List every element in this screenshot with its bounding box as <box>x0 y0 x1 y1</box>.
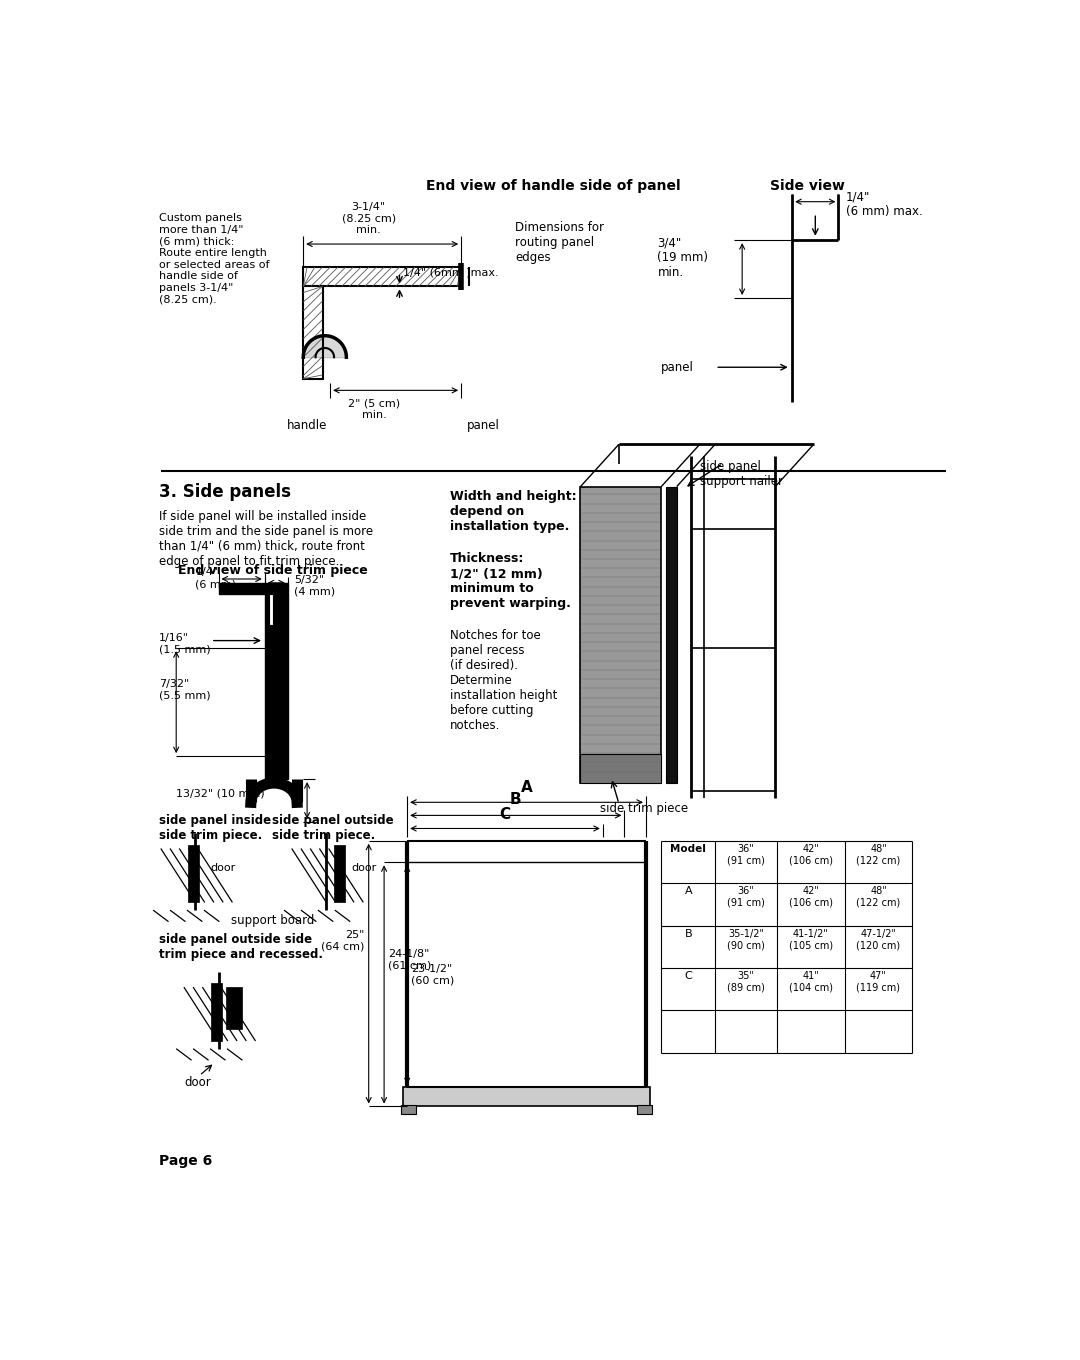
Text: panel: panel <box>468 419 500 432</box>
Text: A: A <box>685 887 692 896</box>
Text: Page 6: Page 6 <box>159 1155 213 1168</box>
Bar <box>226 987 242 1030</box>
Text: door: door <box>184 1076 211 1088</box>
Bar <box>218 583 288 594</box>
Text: side trim piece: side trim piece <box>599 802 688 815</box>
Text: 25"
(64 cm): 25" (64 cm) <box>322 930 365 952</box>
Text: Model: Model <box>671 843 706 854</box>
Text: 1/4"
(6 mm): 1/4" (6 mm) <box>195 567 237 589</box>
Text: 35"
(89 cm): 35" (89 cm) <box>727 971 765 993</box>
Text: B: B <box>685 929 692 938</box>
Text: 42"
(106 cm): 42" (106 cm) <box>788 843 833 865</box>
Text: Width and height:
depend on
installation type.: Width and height: depend on installation… <box>449 491 576 533</box>
Text: door: door <box>352 862 377 873</box>
Text: side panel outside side
trim piece and recessed.: side panel outside side trim piece and r… <box>159 933 323 962</box>
Text: 2" (5 cm)
min.: 2" (5 cm) min. <box>348 398 401 420</box>
Bar <box>580 487 661 783</box>
Text: C: C <box>685 971 692 981</box>
Text: 1/4"
(6 mm) max.: 1/4" (6 mm) max. <box>846 190 922 218</box>
Text: 3/4"
(19 mm)
min.: 3/4" (19 mm) min. <box>658 237 708 279</box>
Text: 3. Side panels: 3. Side panels <box>159 483 292 500</box>
Bar <box>580 753 661 783</box>
Text: side panel inside
side trim piece.: side panel inside side trim piece. <box>159 813 271 842</box>
Text: C: C <box>499 806 511 821</box>
Text: 1/4" (6mm )max.: 1/4" (6mm )max. <box>403 268 499 277</box>
Text: support board: support board <box>231 914 314 928</box>
Text: 42"
(106 cm): 42" (106 cm) <box>788 887 833 908</box>
Text: handle: handle <box>287 419 327 432</box>
Text: End view of handle side of panel: End view of handle side of panel <box>427 178 680 193</box>
Text: 1/16"
(1.5 mm): 1/16" (1.5 mm) <box>159 632 211 654</box>
Bar <box>265 594 288 779</box>
Text: Thickness:
1/2" (12 mm)
minimum to
prevent warping.: Thickness: 1/2" (12 mm) minimum to preve… <box>449 552 570 611</box>
Text: A: A <box>521 779 532 794</box>
Text: 5/32"
(4 mm): 5/32" (4 mm) <box>294 575 335 597</box>
Text: 23-1/2"
(60 cm): 23-1/2" (60 cm) <box>411 964 455 986</box>
Text: side panel outside
side trim piece.: side panel outside side trim piece. <box>272 813 394 842</box>
Text: 36"
(91 cm): 36" (91 cm) <box>727 843 765 865</box>
Text: 48"
(122 cm): 48" (122 cm) <box>856 887 901 908</box>
Text: 3-1/4"
(8.25 cm)
min.: 3-1/4" (8.25 cm) min. <box>341 201 395 235</box>
Text: Dimensions for
routing panel
edges: Dimensions for routing panel edges <box>515 220 604 264</box>
Text: If side panel will be installed inside
side trim and the side panel is more
than: If side panel will be installed inside s… <box>159 510 374 567</box>
Bar <box>303 267 461 287</box>
Text: 41"
(104 cm): 41" (104 cm) <box>788 971 833 993</box>
Text: side panel
support nailer: side panel support nailer <box>700 460 783 488</box>
Text: 41-1/2"
(105 cm): 41-1/2" (105 cm) <box>788 929 833 951</box>
Text: 35-1/2"
(90 cm): 35-1/2" (90 cm) <box>727 929 765 951</box>
Text: 24-1/8"
(61 cm): 24-1/8" (61 cm) <box>388 948 431 970</box>
Text: 48"
(122 cm): 48" (122 cm) <box>856 843 901 865</box>
Bar <box>303 287 323 379</box>
Bar <box>666 487 677 783</box>
Bar <box>636 1104 652 1114</box>
Text: Custom panels
more than 1/4"
(6 mm) thick:
Route entire length
or selected areas: Custom panels more than 1/4" (6 mm) thic… <box>159 214 270 305</box>
Text: door: door <box>211 862 237 873</box>
Text: 47"
(119 cm): 47" (119 cm) <box>856 971 901 993</box>
Bar <box>211 983 221 1040</box>
Text: 47-1/2"
(120 cm): 47-1/2" (120 cm) <box>856 929 901 951</box>
Bar <box>403 1087 650 1107</box>
Bar <box>334 845 345 903</box>
Bar <box>269 594 273 626</box>
Text: Notches for toe
panel recess
(if desired).
Determine
installation height
before : Notches for toe panel recess (if desired… <box>449 630 557 732</box>
Text: 36"
(91 cm): 36" (91 cm) <box>727 887 765 908</box>
Bar <box>188 845 199 903</box>
Text: panel: panel <box>661 360 694 374</box>
Text: B: B <box>510 792 522 806</box>
Text: 13/32" (10 mm): 13/32" (10 mm) <box>176 789 265 798</box>
Text: End view of side trim piece: End view of side trim piece <box>177 563 367 577</box>
Text: 7/32"
(5.5 mm): 7/32" (5.5 mm) <box>159 679 211 700</box>
Text: Side view: Side view <box>770 178 845 193</box>
Bar <box>401 1104 417 1114</box>
